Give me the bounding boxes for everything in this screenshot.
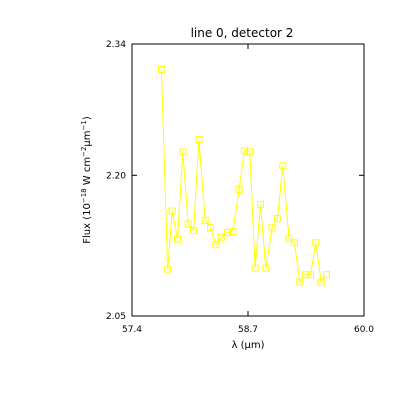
chart-title: line 0, detector 2 — [191, 26, 294, 40]
data-point-marker — [207, 224, 214, 232]
x-tick-label: 60.0 — [354, 325, 374, 335]
data-point-marker — [323, 271, 330, 279]
y-tick-label: 2.05 — [106, 312, 126, 322]
y-axis-label: Flux (10−18 W cm−2μm−1) — [80, 116, 93, 244]
axis-ticks: 57.4 58.7 60.0 2.05 2.20 2.34 — [106, 40, 374, 335]
data-point-marker — [301, 271, 309, 279]
data-point-marker — [317, 278, 325, 286]
x-tick-label: 58.7 — [238, 325, 258, 335]
data-point-marker — [285, 234, 293, 242]
data-point-marker — [257, 200, 264, 208]
data-series — [157, 65, 330, 286]
data-point-marker — [179, 148, 187, 156]
data-point-marker — [268, 224, 276, 232]
data-point-marker — [164, 265, 172, 273]
y-tick-label: 2.20 — [106, 171, 126, 181]
data-point-marker — [251, 264, 259, 272]
data-point-marker — [212, 241, 220, 249]
data-point-marker — [273, 215, 281, 222]
data-point-marker — [157, 65, 165, 73]
data-point-marker — [296, 278, 304, 286]
data-point-marker — [168, 207, 176, 215]
data-point-marker — [201, 216, 209, 224]
data-point-marker — [262, 264, 270, 272]
data-point-marker — [246, 148, 254, 156]
data-point-marker — [224, 229, 231, 236]
y-tick-label: 2.34 — [106, 40, 126, 50]
x-tick-label: 57.4 — [122, 325, 142, 335]
data-point-marker — [307, 271, 314, 279]
data-point-marker — [217, 233, 225, 241]
data-point-marker — [312, 239, 320, 247]
data-point-marker — [290, 239, 298, 247]
series-line — [160, 69, 327, 284]
data-point-marker — [174, 235, 181, 243]
data-point-marker — [235, 185, 243, 193]
data-point-marker — [229, 228, 237, 236]
data-point-marker — [195, 136, 203, 144]
data-point-marker — [184, 220, 192, 228]
data-point-marker — [190, 227, 198, 235]
x-axis-label: λ (μm) — [231, 340, 264, 351]
data-point-marker — [240, 147, 248, 155]
data-point-marker — [279, 162, 287, 170]
